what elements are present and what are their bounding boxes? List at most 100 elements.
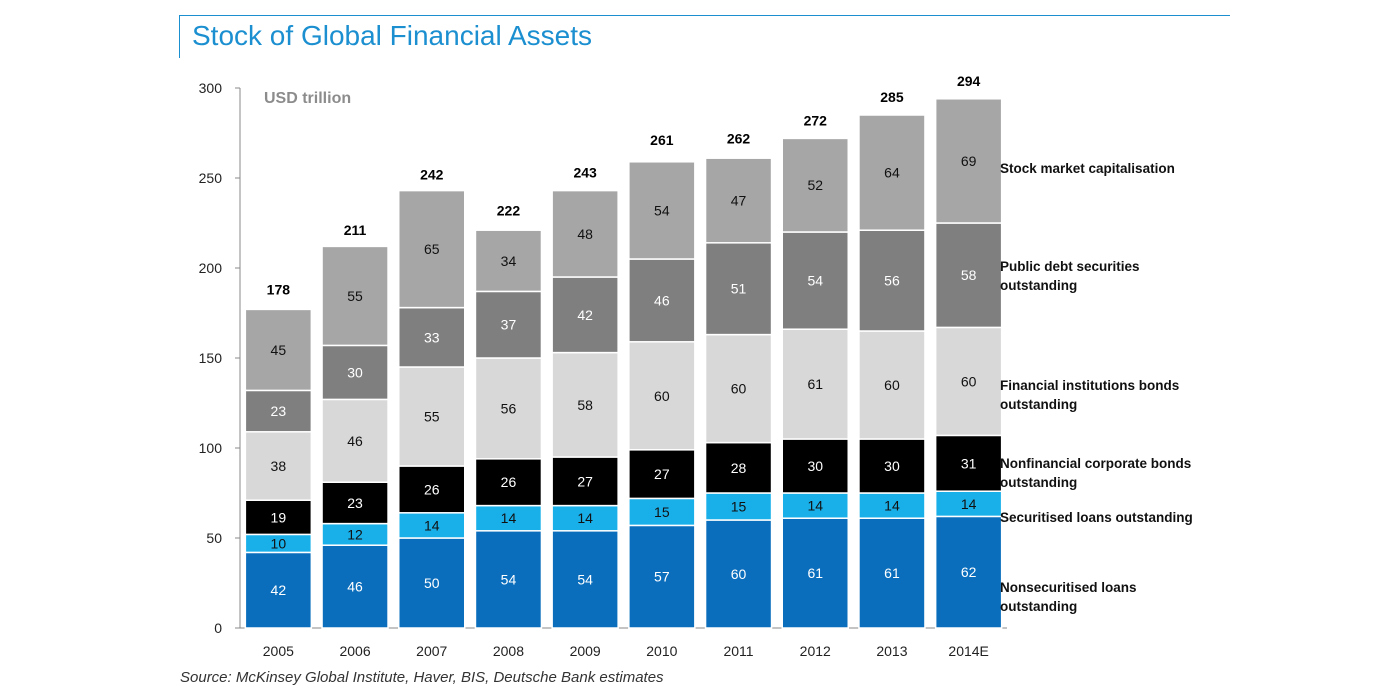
bar-segment [628,524,696,629]
bar-value-label: 10 [271,535,287,551]
bar-value-label: 62 [961,564,977,580]
bar-value-label: 61 [807,376,823,392]
bar-value-label: 14 [577,510,593,526]
x-tick-label: 2011 [723,643,753,659]
bar-value-label: 31 [961,455,977,471]
bar-segment [474,357,543,460]
bar-segment [398,465,466,514]
legend-nonsec-loans-line1: Nonsecuritised loans [1000,580,1137,595]
bar-total-label: 261 [650,132,674,148]
bar-segment [934,222,1003,329]
bar-value-label: 57 [654,569,670,585]
bar-value-label: 58 [961,267,977,283]
bar-total-label: 285 [880,89,904,105]
bar-segment [781,231,849,330]
bar-value-label: 46 [347,579,363,595]
bar-value-label: 15 [654,504,670,520]
bar-total-label: 222 [497,202,521,218]
bar-total-label: 262 [727,130,751,146]
bar-value-label: 60 [731,381,747,397]
bar-total-label: 243 [573,165,597,181]
legend-public-debt-line1: Public debt securities [1000,259,1140,274]
bar-value-label: 38 [271,458,287,474]
bar-segment [704,519,773,629]
bar-value-label: 30 [884,458,900,474]
bar-segment [858,438,926,494]
x-tick-label: 2010 [646,643,677,659]
bar-value-label: 50 [424,575,440,591]
bar-value-label: 54 [501,571,517,587]
bar-value-label: 26 [501,474,517,490]
bar-total-label: 178 [267,282,291,298]
bar-value-label: 28 [731,460,747,476]
y-tick-label: 300 [199,80,223,96]
bar-value-label: 54 [807,273,823,289]
bar-segment [474,458,543,507]
x-tick-label: 2014E [948,643,988,659]
bar-segment [704,441,773,494]
bar-value-label: 27 [577,473,593,489]
legend-nonfin-bonds-line2: outstanding [1000,475,1078,490]
x-tick-label: 2005 [263,643,294,659]
bar-segment [934,490,1003,518]
legend-nonsec-loans-line2: outstanding [1000,599,1078,614]
chart-title: Stock of Global Financial Assets [192,20,592,51]
bar-segment [244,431,313,501]
bar-segment [628,497,696,527]
bar-segment [551,504,619,532]
legend-nonsec-loans: Nonsecuritised loans outstanding [1000,578,1240,616]
bar-value-label: 56 [501,400,517,416]
bar-segment [628,341,696,451]
bar-value-label: 64 [884,165,900,181]
bar-value-label: 30 [347,364,363,380]
x-tick-label: 2013 [876,643,907,659]
bar-value-label: 15 [731,499,747,515]
bar-value-label: 26 [424,481,440,497]
bar-segment [781,137,849,233]
bar-value-label: 60 [654,388,670,404]
y-tick-label: 0 [214,620,222,636]
bar-value-label: 14 [424,517,440,533]
legend-nonfin-bonds-line1: Nonfinancial corporate bonds [1000,456,1192,471]
bar-value-label: 58 [577,397,593,413]
bar-value-label: 23 [271,403,287,419]
legend-nonfin-bonds: Nonfinancial corporate bonds outstanding [1000,454,1240,492]
bar-value-label: 46 [654,292,670,308]
bar-value-label: 23 [347,495,363,511]
bar-value-label: 19 [271,509,287,525]
bar-value-label: 34 [501,253,517,269]
bar-value-label: 37 [501,317,517,333]
bar-segment [551,189,619,278]
bar-segment [244,499,313,536]
x-tick-label: 2008 [493,643,524,659]
bar-total-label: 211 [344,222,367,238]
bar-segment [398,512,466,539]
bar-value-label: 14 [807,498,823,514]
bar-segment [934,98,1003,224]
legend-public-debt-line2: outstanding [1000,278,1078,293]
bar-value-label: 30 [807,458,823,474]
bar-value-label: 46 [347,433,363,449]
bar-segment [474,229,543,293]
bar-value-label: 55 [424,409,440,425]
bar-segment [244,308,313,392]
bar-value-label: 14 [884,498,900,514]
x-tick-label: 2012 [800,643,831,659]
bar-segment [858,492,926,519]
x-tick-label: 2009 [570,643,601,659]
bar-segment [244,551,313,629]
bar-segment [628,161,696,260]
bar-segment [474,530,543,629]
bar-value-label: 45 [271,342,287,358]
bar-value-label: 33 [424,329,440,345]
bar-value-label: 52 [807,177,823,193]
bar-segment [474,290,543,359]
bar-value-label: 48 [577,226,593,242]
bar-value-label: 60 [884,377,900,393]
bar-segment [858,517,926,629]
bar-segment [858,114,926,231]
legend-stock-market: Stock market capitalisation [1000,159,1240,178]
y-tick-label: 150 [199,350,223,366]
bar-segment [321,245,389,347]
